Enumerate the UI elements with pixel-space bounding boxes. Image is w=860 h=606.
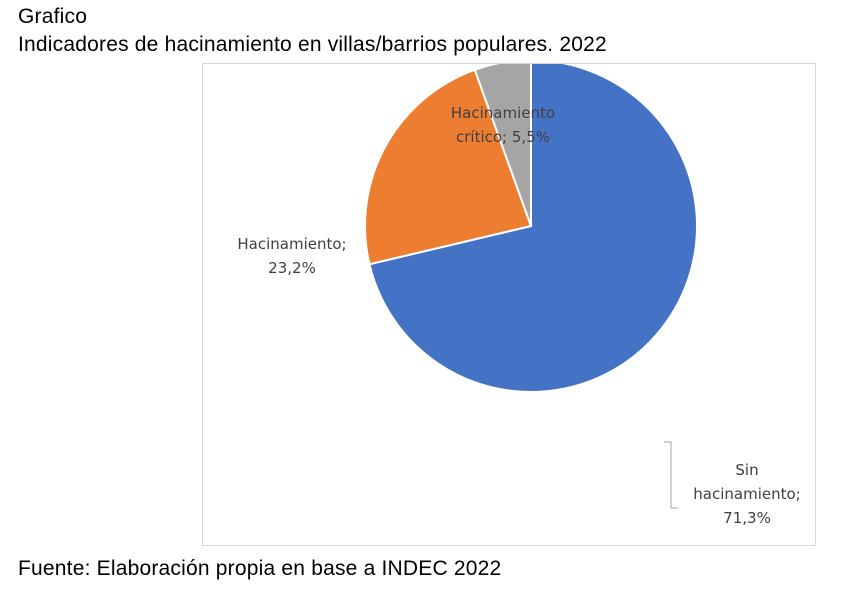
slice-hacinamiento [364, 68, 533, 266]
label-hacinamiento-line: Hacinamiento; [237, 235, 346, 253]
label-sin-hacinamiento-line: Sin [735, 461, 758, 479]
slice-hacinamiento-critico [473, 64, 532, 227]
label-hacinamiento-line: 23,2% [268, 259, 316, 277]
chart-figure-label: Grafico [18, 5, 88, 28]
label-sin-hacinamiento-line: 71,3% [723, 509, 771, 527]
label-hacinamiento-critico-line: crítico; 5,5% [456, 128, 550, 146]
label-sin-hacinamiento: Sin hacinamiento; 71,3% [693, 461, 800, 527]
label-sin-hacinamiento-line: hacinamiento; [693, 485, 800, 503]
label-hacinamiento-critico-line: Hacinamiento [451, 104, 555, 122]
slice-sin-hacinamiento [368, 64, 698, 393]
label-hacinamiento-critico: Hacinamiento crítico; 5,5% [451, 104, 555, 146]
chart-source: Fuente: Elaboración propia en base a IND… [18, 557, 502, 580]
label-hacinamiento: Hacinamiento; 23,2% [237, 235, 346, 277]
leader-line-sin-hacinamiento [664, 441, 678, 509]
chart-area: Sin hacinamiento; 71,3% Hacinamiento; 23,2% H… [202, 63, 816, 546]
pie-chart: Sin hacinamiento; 71,3%Hacinamiento; 23,2%H… [237, 64, 801, 527]
chart-title: Indicadores de hacinamiento en villas/ba… [18, 33, 607, 56]
